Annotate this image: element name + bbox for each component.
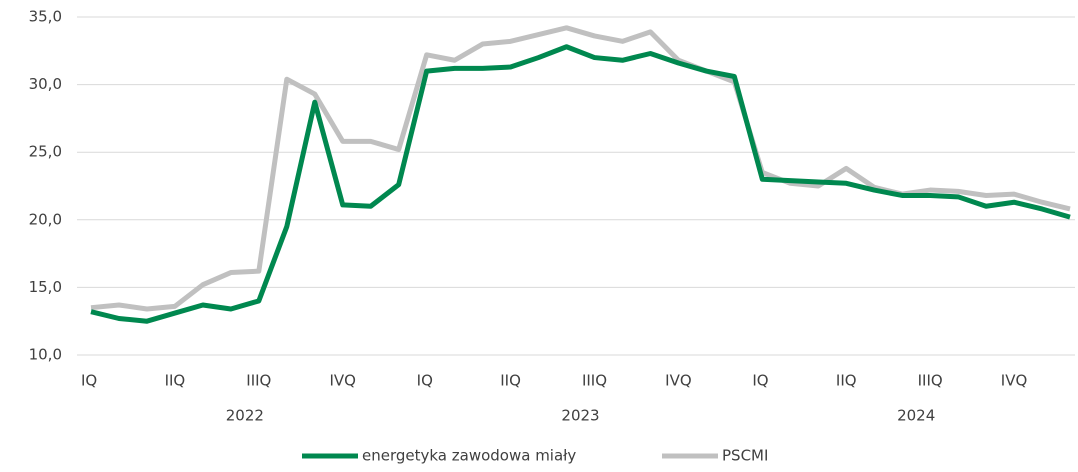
x-tick-label: IVQ (665, 372, 692, 390)
legend-label: PSCMI (722, 447, 768, 465)
x-tick-label: IIIQ (582, 372, 607, 390)
y-tick-label: 20,0 (29, 210, 62, 228)
x-tick-label: IVQ (329, 372, 356, 390)
x-tick-label: IIQ (165, 372, 186, 390)
x-tick-label: IIQ (836, 372, 857, 390)
year-label: 2023 (561, 407, 599, 425)
x-tick-label: IQ (752, 372, 768, 390)
x-tick-label: IIIQ (918, 372, 943, 390)
year-label: 2022 (226, 407, 264, 425)
x-tick-label: IVQ (1001, 372, 1028, 390)
legend-label: energetyka zawodowa miały (362, 447, 576, 465)
y-tick-label: 35,0 (29, 8, 62, 26)
year-label: 2024 (897, 407, 935, 425)
y-tick-label: 30,0 (29, 75, 62, 93)
x-tick-label: IIIQ (246, 372, 271, 390)
x-tick-label: IQ (417, 372, 433, 390)
y-tick-label: 15,0 (29, 278, 62, 296)
series-line (90, 44, 1071, 324)
y-tick-label: 25,0 (29, 143, 62, 161)
x-tick-label: IIQ (500, 372, 521, 390)
y-tick-label: 10,0 (29, 346, 62, 364)
series-line (90, 25, 1071, 312)
x-tick-label: IQ (81, 372, 97, 390)
